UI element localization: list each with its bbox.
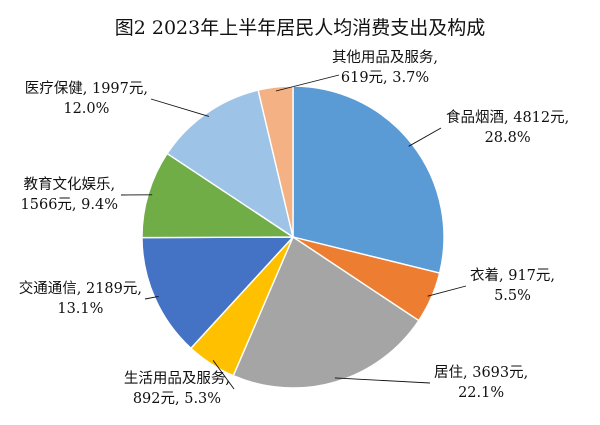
pie-slice-8 bbox=[257, 85, 294, 238]
leader-line-3 bbox=[334, 377, 431, 384]
pie-slices bbox=[141, 85, 445, 389]
slice-label-line: 12.0% bbox=[63, 101, 109, 117]
slice-label-7: 医疗保健, 1997元, 12.0% bbox=[25, 80, 148, 117]
slice-label-line: 食品烟酒, 4812元, bbox=[446, 109, 569, 126]
pie-slice-3 bbox=[232, 235, 420, 389]
pie-slice-6 bbox=[141, 152, 296, 239]
leader-line-7 bbox=[150, 98, 210, 117]
slice-label-line: 619元, 3.7% bbox=[341, 70, 429, 86]
leader-line-8 bbox=[275, 74, 340, 92]
slice-label-line: 5.5% bbox=[494, 288, 531, 304]
slice-label-4: 生活用品及服务, 892元, 5.3% bbox=[124, 370, 230, 407]
slice-label-6: 教育文化娱乐, 1566元, 9.4% bbox=[21, 176, 118, 213]
leader-lines bbox=[120, 74, 467, 390]
slice-label-5: 交通通信, 2189元, 13.1% bbox=[19, 279, 142, 317]
leader-line-2 bbox=[427, 285, 467, 297]
slice-label-line: 生活用品及服务, bbox=[124, 370, 230, 387]
slice-label-line: 892元, 5.3% bbox=[133, 391, 221, 407]
pie-slice-1 bbox=[292, 85, 445, 274]
slice-label-line: 交通通信, 2189元, bbox=[19, 279, 142, 297]
slice-label-line: 教育文化娱乐, bbox=[23, 176, 115, 193]
leader-line-1 bbox=[408, 127, 442, 147]
slice-label-line: 13.1% bbox=[57, 301, 103, 317]
slice-label-3: 居住, 3693元, 22.1% bbox=[434, 364, 528, 401]
leader-line-5 bbox=[144, 295, 159, 300]
slice-label-1: 食品烟酒, 4812元, 28.8% bbox=[446, 109, 569, 146]
slice-labels: 食品烟酒, 4812元, 28.8% 衣着, 917元, 5.5% 居住, 3693元,… bbox=[19, 49, 569, 407]
slice-label-line: 1566元, 9.4% bbox=[21, 197, 118, 213]
slice-label-line: 医疗保健, 1997元, bbox=[25, 80, 148, 97]
slice-label-line: 22.1% bbox=[458, 385, 504, 401]
slice-label-line: 居住, 3693元, bbox=[434, 364, 528, 381]
chart-title: 图2 2023年上半年居民人均消费支出及构成 bbox=[115, 17, 485, 39]
slice-label-line: 衣着, 917元, bbox=[470, 267, 555, 284]
pie-slice-7 bbox=[166, 89, 295, 239]
leader-line-4 bbox=[212, 360, 235, 390]
slice-label-8: 其他用品及服务, 619元, 3.7% bbox=[332, 49, 438, 86]
pie-slice-5 bbox=[141, 236, 295, 350]
slice-label-line: 其他用品及服务, bbox=[332, 49, 438, 66]
slice-label-2: 衣着, 917元, 5.5% bbox=[470, 267, 555, 304]
slice-label-line: 28.8% bbox=[485, 130, 531, 146]
